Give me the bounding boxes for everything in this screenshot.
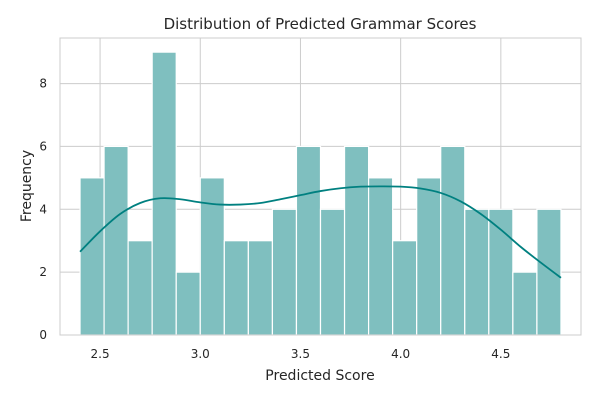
histogram-bar — [416, 177, 442, 336]
x-tick-label: 3.0 — [191, 347, 210, 361]
histogram-bar — [79, 177, 105, 336]
histogram-bar — [127, 240, 153, 336]
histogram-bar — [319, 208, 346, 336]
histogram-bars — [79, 51, 562, 336]
histogram-bar — [392, 240, 418, 336]
histogram-bar — [199, 177, 225, 336]
plot-frame — [59, 37, 582, 336]
x-tick-label: 3.5 — [291, 347, 310, 361]
x-axis-label: Predicted Score — [265, 368, 374, 384]
histogram-bar — [464, 208, 490, 336]
histogram-bar — [223, 240, 249, 336]
histogram-bar — [512, 271, 538, 336]
kde-curve — [79, 185, 562, 279]
histogram-bar — [295, 145, 322, 336]
x-tick-label: 4.5 — [491, 347, 510, 361]
y-tick-label: 2 — [39, 265, 47, 279]
histogram-bar — [175, 271, 201, 336]
x-tick-label: 4.0 — [391, 347, 410, 361]
x-tick-label: 2.5 — [91, 347, 110, 361]
y-tick-label: 0 — [39, 328, 47, 342]
tick-labels: 2.5 3.0 3.5 4.0 4.5 0 2 4 6 8 — [39, 77, 510, 361]
kde-curve-group — [79, 185, 562, 279]
histogram-bar — [247, 240, 274, 336]
histogram-bar — [367, 177, 394, 336]
chart-title: Distribution of Predicted Grammar Scores — [164, 15, 477, 33]
histogram-bar — [536, 208, 562, 336]
y-tick-label: 6 — [39, 139, 47, 153]
histogram-bar — [440, 145, 466, 336]
y-tick-label: 4 — [39, 202, 47, 216]
histogram-bar — [151, 51, 177, 336]
y-tick-label: 8 — [39, 77, 47, 91]
histogram-bar — [271, 208, 298, 336]
y-axis-label: Frequency — [19, 150, 35, 222]
histogram-bar — [343, 145, 370, 336]
histogram-bar — [103, 145, 129, 336]
histogram-bar — [488, 208, 514, 336]
